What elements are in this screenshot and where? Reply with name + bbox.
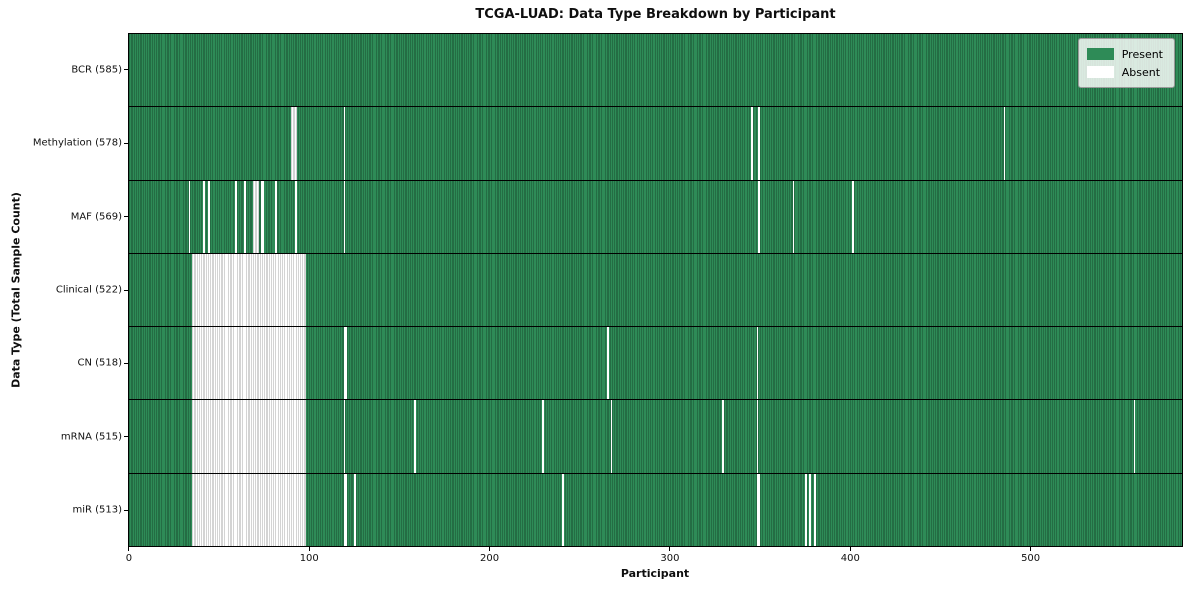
absent-stripe <box>756 400 759 473</box>
y-tick-label-MAF: MAF (569) <box>70 211 122 223</box>
absent-stripe <box>852 180 854 253</box>
absent-stripe <box>413 400 416 473</box>
y-tick-label-BCR: BCR (585) <box>71 64 122 76</box>
absent-stripe <box>208 180 211 253</box>
present-swatch <box>1086 48 1114 60</box>
y-tick-mark <box>124 362 128 364</box>
absent-stripe <box>188 180 191 253</box>
x-tick-mark <box>308 547 310 551</box>
absent-stripe <box>192 327 306 400</box>
y-tick-mark <box>124 142 128 144</box>
absent-stripe <box>1133 400 1136 473</box>
legend: Present Absent <box>1077 38 1175 88</box>
y-tick-mark <box>124 436 128 438</box>
absent-swatch <box>1086 66 1114 78</box>
x-axis-label: Participant <box>620 567 690 580</box>
x-tick-mark <box>489 547 491 551</box>
absent-stripe <box>291 107 297 180</box>
absent-stripe <box>192 473 306 546</box>
absent-stripe <box>275 180 277 253</box>
absent-stripe <box>343 107 346 180</box>
absent-stripe <box>343 180 346 253</box>
absent-stripe <box>756 473 761 546</box>
absent-stripe <box>814 473 817 546</box>
row-miR <box>129 472 1182 546</box>
y-tick-label-Methylation: Methylation (578) <box>32 137 122 149</box>
absent-stripe <box>343 327 348 400</box>
absent-stripe <box>722 400 725 473</box>
absent-stripe <box>253 180 259 253</box>
absent-stripe <box>808 473 811 546</box>
x-tick-mark <box>849 547 851 551</box>
chart-title: TCGA-LUAD: Data Type Breakdown by Partic… <box>475 7 836 22</box>
absent-stripe <box>561 473 564 546</box>
row-Clinical <box>129 252 1182 327</box>
x-tick-label-500: 500 <box>1021 553 1041 564</box>
y-tick-mark <box>124 289 128 291</box>
x-tick-label-400: 400 <box>840 553 860 564</box>
y-tick-label-CN: CN (518) <box>77 357 122 369</box>
row-CN <box>129 326 1182 400</box>
absent-stripe <box>756 327 759 400</box>
absent-stripe <box>758 180 761 253</box>
absent-stripe <box>192 400 306 473</box>
absent-stripe <box>758 107 761 180</box>
y-tick-mark <box>124 509 128 511</box>
absent-stripe <box>294 180 297 253</box>
legend-label-present: Present <box>1121 47 1163 61</box>
x-tick-label-100: 100 <box>299 553 319 564</box>
absent-stripe <box>343 473 348 546</box>
absent-stripe <box>805 473 808 546</box>
x-tick-label-300: 300 <box>660 553 680 564</box>
y-tick-label-Clinical: Clinical (522) <box>55 284 122 296</box>
absent-stripe <box>354 473 357 546</box>
absent-stripe <box>202 180 205 253</box>
absent-stripe <box>792 180 795 253</box>
absent-stripe <box>610 400 613 473</box>
absent-stripe <box>192 253 306 327</box>
x-tick-label-200: 200 <box>480 553 500 564</box>
x-tick-label-0: 0 <box>125 553 133 564</box>
y-tick-mark <box>124 69 128 71</box>
x-tick-mark <box>669 547 671 551</box>
absent-stripe <box>1003 107 1006 180</box>
x-tick-mark <box>128 547 130 551</box>
absent-stripe <box>244 180 247 253</box>
legend-item-absent: Absent <box>1086 63 1163 81</box>
y-tick-label-miR: miR (513) <box>72 504 122 516</box>
row-BCR <box>129 34 1182 107</box>
absent-stripe <box>260 180 265 253</box>
legend-item-present: Present <box>1086 45 1163 63</box>
absent-stripe <box>606 327 609 400</box>
legend-label-absent: Absent <box>1121 65 1161 79</box>
absent-stripe <box>343 400 346 473</box>
absent-stripe <box>235 180 238 253</box>
x-tick-mark <box>1030 547 1032 551</box>
absent-stripe <box>541 400 544 473</box>
y-tick-label-mRNA: mRNA (515) <box>60 431 122 443</box>
plot-area: Present Absent <box>128 33 1183 547</box>
absent-stripe <box>751 107 753 180</box>
y-tick-mark <box>124 216 128 218</box>
row-MAF <box>129 179 1182 253</box>
row-Methylation <box>129 106 1182 180</box>
row-mRNA <box>129 399 1182 473</box>
